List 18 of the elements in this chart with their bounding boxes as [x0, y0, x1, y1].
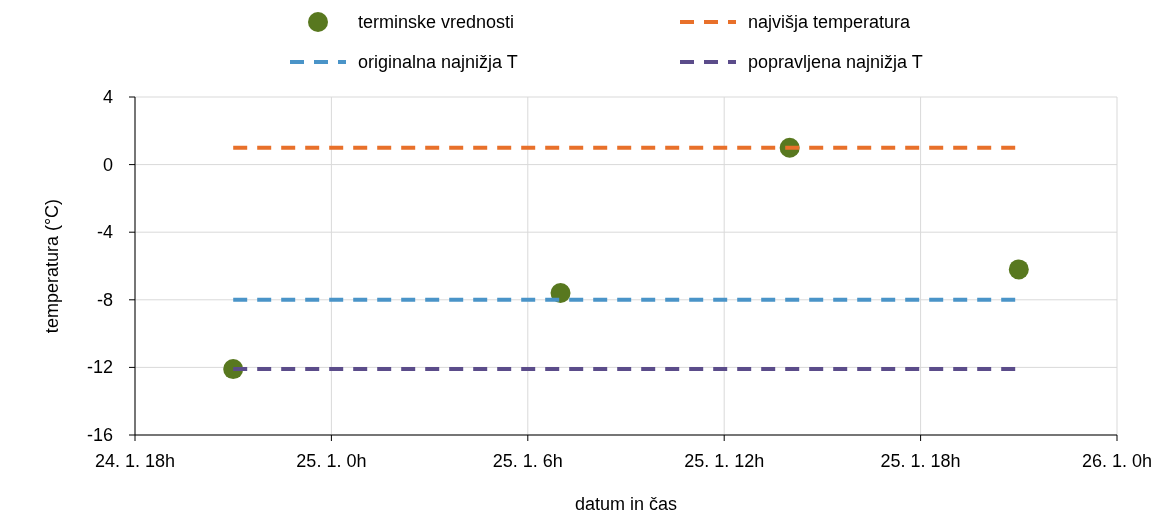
y-tick-label: -8 [96, 289, 113, 310]
x-tick-label: 25. 1. 6h [492, 451, 563, 471]
y-tick-label: 4 [102, 87, 113, 107]
legend-label: originalna najnižja T [358, 52, 518, 72]
x-tick-label: 25. 1. 18h [880, 451, 961, 471]
x-tick-label: 24. 1. 18h [94, 451, 176, 471]
y-tick-label: -12 [86, 357, 113, 378]
legend-label: popravljena najnižja T [748, 52, 923, 72]
x-axis-title: datum in čas [574, 494, 678, 514]
legend-label: terminske vrednosti [358, 12, 515, 32]
y-tick-label: -4 [96, 222, 113, 243]
y-tick-label: -16 [86, 425, 113, 445]
legend-label: najvišja temperatura [748, 12, 912, 32]
x-tick-label: 25. 1. 0h [296, 451, 367, 471]
x-tick-label: 25. 1. 12h [684, 451, 765, 471]
x-tick-label: 26. 1. 0h [1081, 451, 1153, 471]
y-tick-label: 0 [102, 154, 113, 175]
y-axis-title: temperatura (°C) [42, 198, 62, 334]
